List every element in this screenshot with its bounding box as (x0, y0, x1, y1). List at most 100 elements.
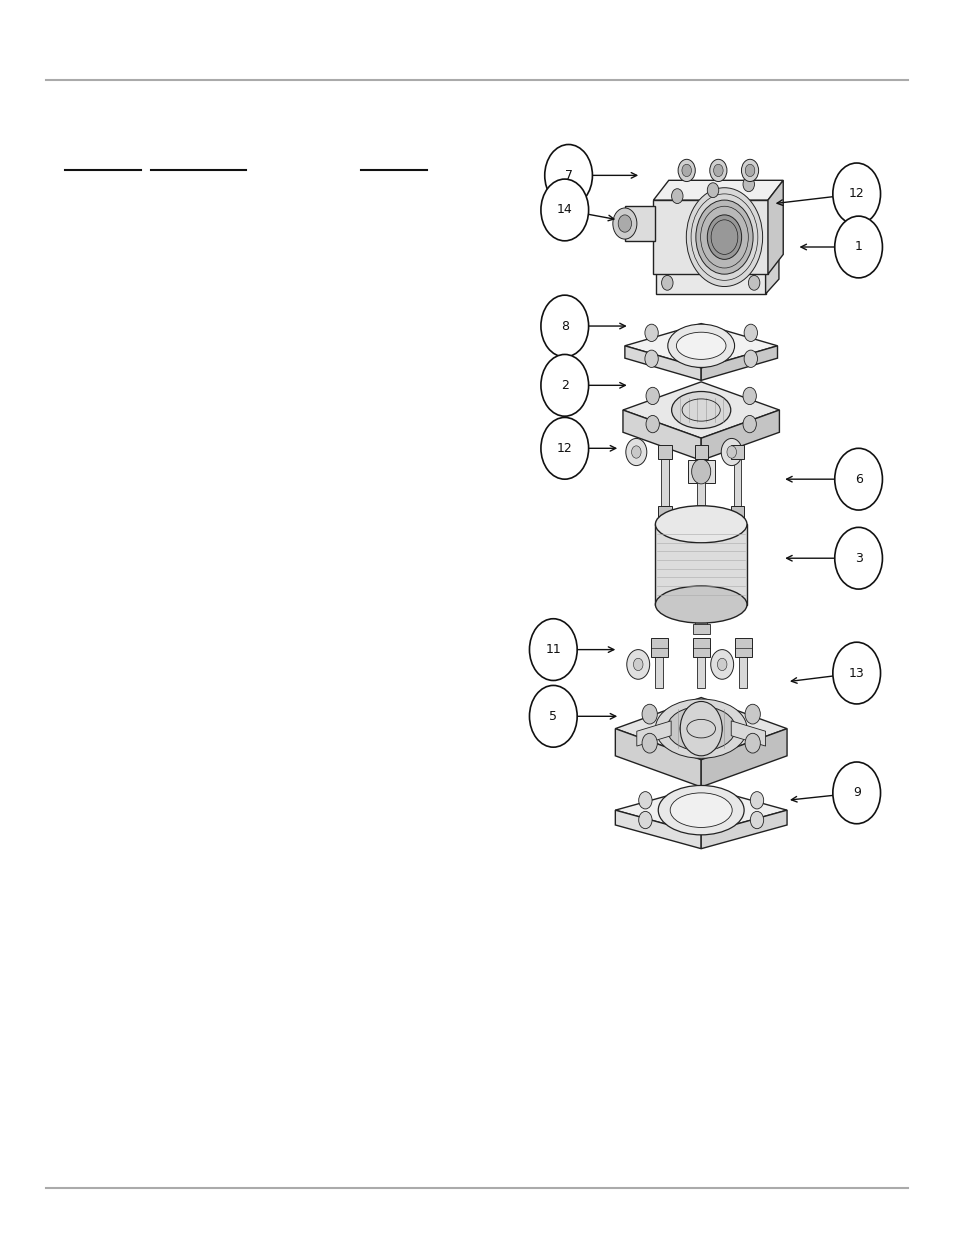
Text: 7: 7 (564, 169, 572, 182)
Polygon shape (624, 346, 700, 380)
Polygon shape (767, 180, 782, 274)
Polygon shape (730, 721, 764, 746)
Circle shape (661, 275, 673, 290)
Circle shape (645, 415, 659, 432)
Circle shape (679, 701, 721, 756)
Circle shape (749, 792, 762, 809)
Text: 13: 13 (848, 667, 863, 679)
Circle shape (644, 325, 658, 342)
Polygon shape (622, 382, 779, 438)
Bar (658, 506, 671, 521)
Circle shape (742, 415, 756, 432)
Ellipse shape (669, 793, 732, 827)
Circle shape (671, 189, 682, 204)
Circle shape (691, 459, 710, 484)
Polygon shape (655, 524, 746, 604)
Bar (730, 445, 743, 459)
Bar (650, 638, 667, 657)
Circle shape (742, 177, 754, 191)
Ellipse shape (671, 391, 730, 429)
Circle shape (743, 351, 757, 368)
Circle shape (618, 215, 631, 232)
Circle shape (834, 448, 882, 510)
Circle shape (612, 207, 637, 240)
Bar (687, 461, 714, 483)
Ellipse shape (679, 715, 721, 742)
Circle shape (626, 650, 649, 679)
Circle shape (633, 658, 642, 671)
Circle shape (744, 734, 760, 753)
Ellipse shape (676, 332, 725, 359)
Circle shape (641, 704, 657, 724)
Bar (697, 459, 704, 506)
Circle shape (638, 792, 651, 809)
Circle shape (755, 257, 766, 272)
Circle shape (749, 811, 762, 829)
Circle shape (742, 388, 756, 405)
Bar (734, 638, 751, 657)
Circle shape (644, 351, 658, 368)
Polygon shape (700, 346, 777, 380)
Circle shape (832, 163, 880, 225)
Polygon shape (764, 257, 778, 294)
Circle shape (744, 704, 760, 724)
Bar (658, 445, 671, 459)
Circle shape (720, 438, 741, 466)
Bar (730, 506, 743, 521)
Text: 11: 11 (545, 643, 560, 656)
Ellipse shape (658, 785, 743, 835)
Polygon shape (615, 698, 786, 760)
Circle shape (529, 685, 577, 747)
Polygon shape (655, 257, 778, 272)
Ellipse shape (667, 325, 734, 368)
Circle shape (645, 388, 659, 405)
Text: 14: 14 (557, 204, 572, 216)
Circle shape (717, 658, 726, 671)
Bar (655, 657, 662, 688)
Polygon shape (700, 729, 786, 787)
Circle shape (832, 762, 880, 824)
Circle shape (681, 164, 691, 177)
Circle shape (743, 325, 757, 342)
Bar (692, 638, 709, 657)
Bar (692, 624, 709, 635)
Bar (733, 459, 740, 506)
Text: 6: 6 (854, 473, 862, 485)
Circle shape (544, 144, 592, 206)
Polygon shape (624, 206, 655, 241)
Polygon shape (637, 721, 670, 746)
Circle shape (638, 811, 651, 829)
Circle shape (695, 200, 752, 274)
Bar (694, 445, 707, 459)
Polygon shape (622, 410, 700, 461)
Ellipse shape (655, 506, 746, 543)
Circle shape (744, 164, 754, 177)
Circle shape (529, 619, 577, 680)
Polygon shape (700, 810, 786, 848)
Ellipse shape (666, 706, 735, 751)
Text: 12: 12 (848, 188, 863, 200)
Polygon shape (615, 787, 786, 834)
Polygon shape (700, 410, 779, 461)
Text: 8: 8 (560, 320, 568, 332)
Circle shape (540, 354, 588, 416)
Circle shape (540, 295, 588, 357)
Circle shape (678, 159, 695, 182)
Circle shape (747, 275, 759, 290)
Circle shape (726, 446, 736, 458)
Polygon shape (653, 180, 782, 200)
Text: 2: 2 (560, 379, 568, 391)
Circle shape (709, 159, 726, 182)
Circle shape (740, 159, 758, 182)
Circle shape (667, 257, 679, 272)
Circle shape (685, 188, 761, 287)
Circle shape (625, 438, 646, 466)
Ellipse shape (655, 585, 746, 622)
Polygon shape (624, 324, 777, 368)
Text: 1: 1 (854, 241, 862, 253)
Circle shape (706, 215, 740, 259)
Ellipse shape (655, 699, 746, 758)
Circle shape (713, 164, 722, 177)
Bar (660, 459, 668, 506)
Text: 9: 9 (852, 787, 860, 799)
